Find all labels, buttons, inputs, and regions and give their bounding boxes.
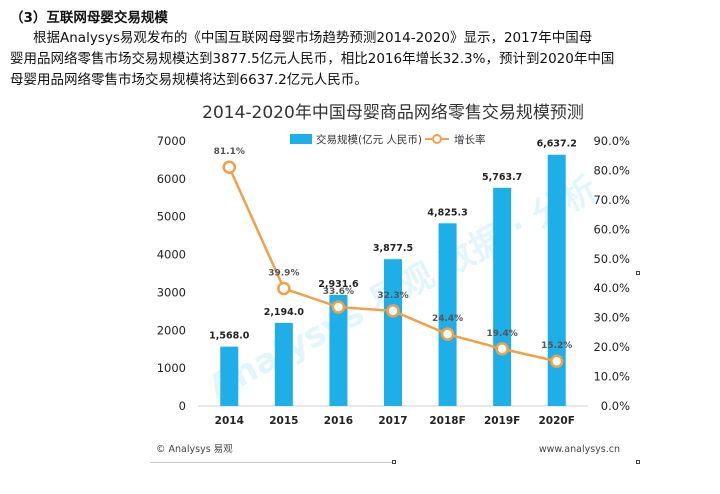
- section-heading: （3）互联网母婴交易规模: [10, 10, 168, 26]
- y-right-tick-label: 40.0%: [593, 281, 630, 295]
- paragraph-line-3: 母婴用品网络零售市场交易规模将达到6637.2亿元人民币。: [10, 72, 368, 88]
- x-tick-label: 2020F: [539, 415, 575, 427]
- intro-paragraph: 根据Analysys易观发布的《中国互联网母婴市场趋势预测2014-2020》显…: [10, 28, 693, 91]
- bar: [384, 259, 402, 406]
- website-label: www.analysys.cn: [539, 444, 620, 455]
- growth-value-label: 39.9%: [268, 269, 299, 279]
- bar: [220, 346, 239, 406]
- growth-point: [495, 342, 509, 356]
- legend-line-label: 增长率: [454, 133, 486, 146]
- chart-figure: 2014-2020年中国母婴商品网络零售交易规模预测 Analysys 易观 数据…: [148, 80, 639, 462]
- bar: [274, 322, 293, 406]
- bar: [547, 154, 566, 406]
- y-left-tick-label: 2000: [157, 323, 186, 337]
- chart: 2014-2020年中国母婴商品网络零售交易规模预测 Analysys 易观 数据…: [156, 103, 630, 455]
- y-left-tick-label: 6000: [157, 172, 186, 186]
- legend-bar-label: 交易规模(亿元 人民币): [316, 133, 422, 146]
- figure-bottom-border: [150, 462, 395, 463]
- bar-value-label: 2,194.0: [264, 307, 305, 318]
- y-right-tick-label: 60.0%: [593, 222, 630, 236]
- bar-value-label: 1,568.0: [209, 331, 250, 342]
- legend-bar-swatch: [290, 134, 312, 144]
- y-right-tick-label: 10.0%: [593, 370, 630, 384]
- y-right-tick-label: 80.0%: [593, 163, 630, 177]
- growth-value-label: 32.3%: [377, 291, 408, 301]
- growth-value-label: 33.6%: [323, 287, 354, 297]
- y-right-tick-label: 30.0%: [593, 311, 630, 325]
- x-tick-label: 2017: [378, 415, 407, 427]
- growth-point: [222, 160, 237, 174]
- y-right-tick-label: 20.0%: [593, 340, 630, 354]
- x-tick-label: 2019F: [484, 415, 520, 427]
- legend-line-marker: [432, 134, 442, 144]
- paragraph-line-2: 婴用品网络零售市场交易规模达到3877.5亿元人民币，相比2016年增长32.3…: [10, 51, 615, 67]
- y-right-tick-label: 70.0%: [593, 193, 630, 207]
- chart-title: 2014-2020年中国母婴商品网络零售交易规模预测: [202, 103, 584, 123]
- growth-point: [331, 300, 346, 314]
- bar-value-label: 4,825.3: [427, 207, 467, 218]
- x-tick-label: 2016: [324, 415, 353, 427]
- growth-point: [549, 354, 564, 368]
- bar-value-label: 3,877.5: [373, 243, 413, 254]
- growth-value-label: 19.4%: [487, 329, 518, 339]
- bar: [438, 223, 457, 406]
- x-tick-label: 2018F: [429, 415, 465, 427]
- watermark-text: Analysys 易观 数据 · 分析: [202, 169, 604, 408]
- y-left-tick-label: 4000: [157, 248, 186, 262]
- growth-value-label: 81.1%: [214, 147, 245, 157]
- growth-point: [440, 327, 455, 341]
- y-right-tick-label: 50.0%: [593, 252, 630, 266]
- y-left-tick-label: 1000: [157, 361, 186, 375]
- bar-value-label: 5,763.7: [482, 172, 522, 183]
- y-right-tick-label: 0.0%: [601, 399, 630, 413]
- x-tick-label: 2015: [269, 415, 298, 427]
- bar-value-label: 6,637.2: [537, 139, 577, 150]
- paragraph-line-1: 根据Analysys易观发布的《中国互联网母婴市场趋势预测2014-2020》显…: [33, 30, 593, 46]
- growth-value-label: 15.2%: [541, 341, 572, 351]
- y-left-tick-label: 5000: [157, 210, 186, 224]
- resize-handle-bottom[interactable]: [392, 460, 396, 464]
- growth-value-label: 24.4%: [432, 314, 463, 324]
- source-label: © Analysys 易观: [156, 444, 233, 455]
- bar: [329, 295, 348, 406]
- y-right-tick-label: 90.0%: [593, 134, 630, 148]
- resize-handle-corner[interactable]: [636, 460, 640, 464]
- y-left-tick-label: 3000: [157, 285, 186, 299]
- bar-value-label: 2,931.6: [318, 279, 359, 290]
- x-tick-label: 2014: [215, 415, 244, 427]
- y-left-tick-label: 0: [179, 399, 186, 413]
- bar: [493, 187, 512, 406]
- y-left-tick-label: 7000: [157, 134, 186, 148]
- growth-point: [277, 281, 291, 296]
- resize-handle-right[interactable]: [636, 271, 640, 275]
- growth-point: [386, 304, 400, 318]
